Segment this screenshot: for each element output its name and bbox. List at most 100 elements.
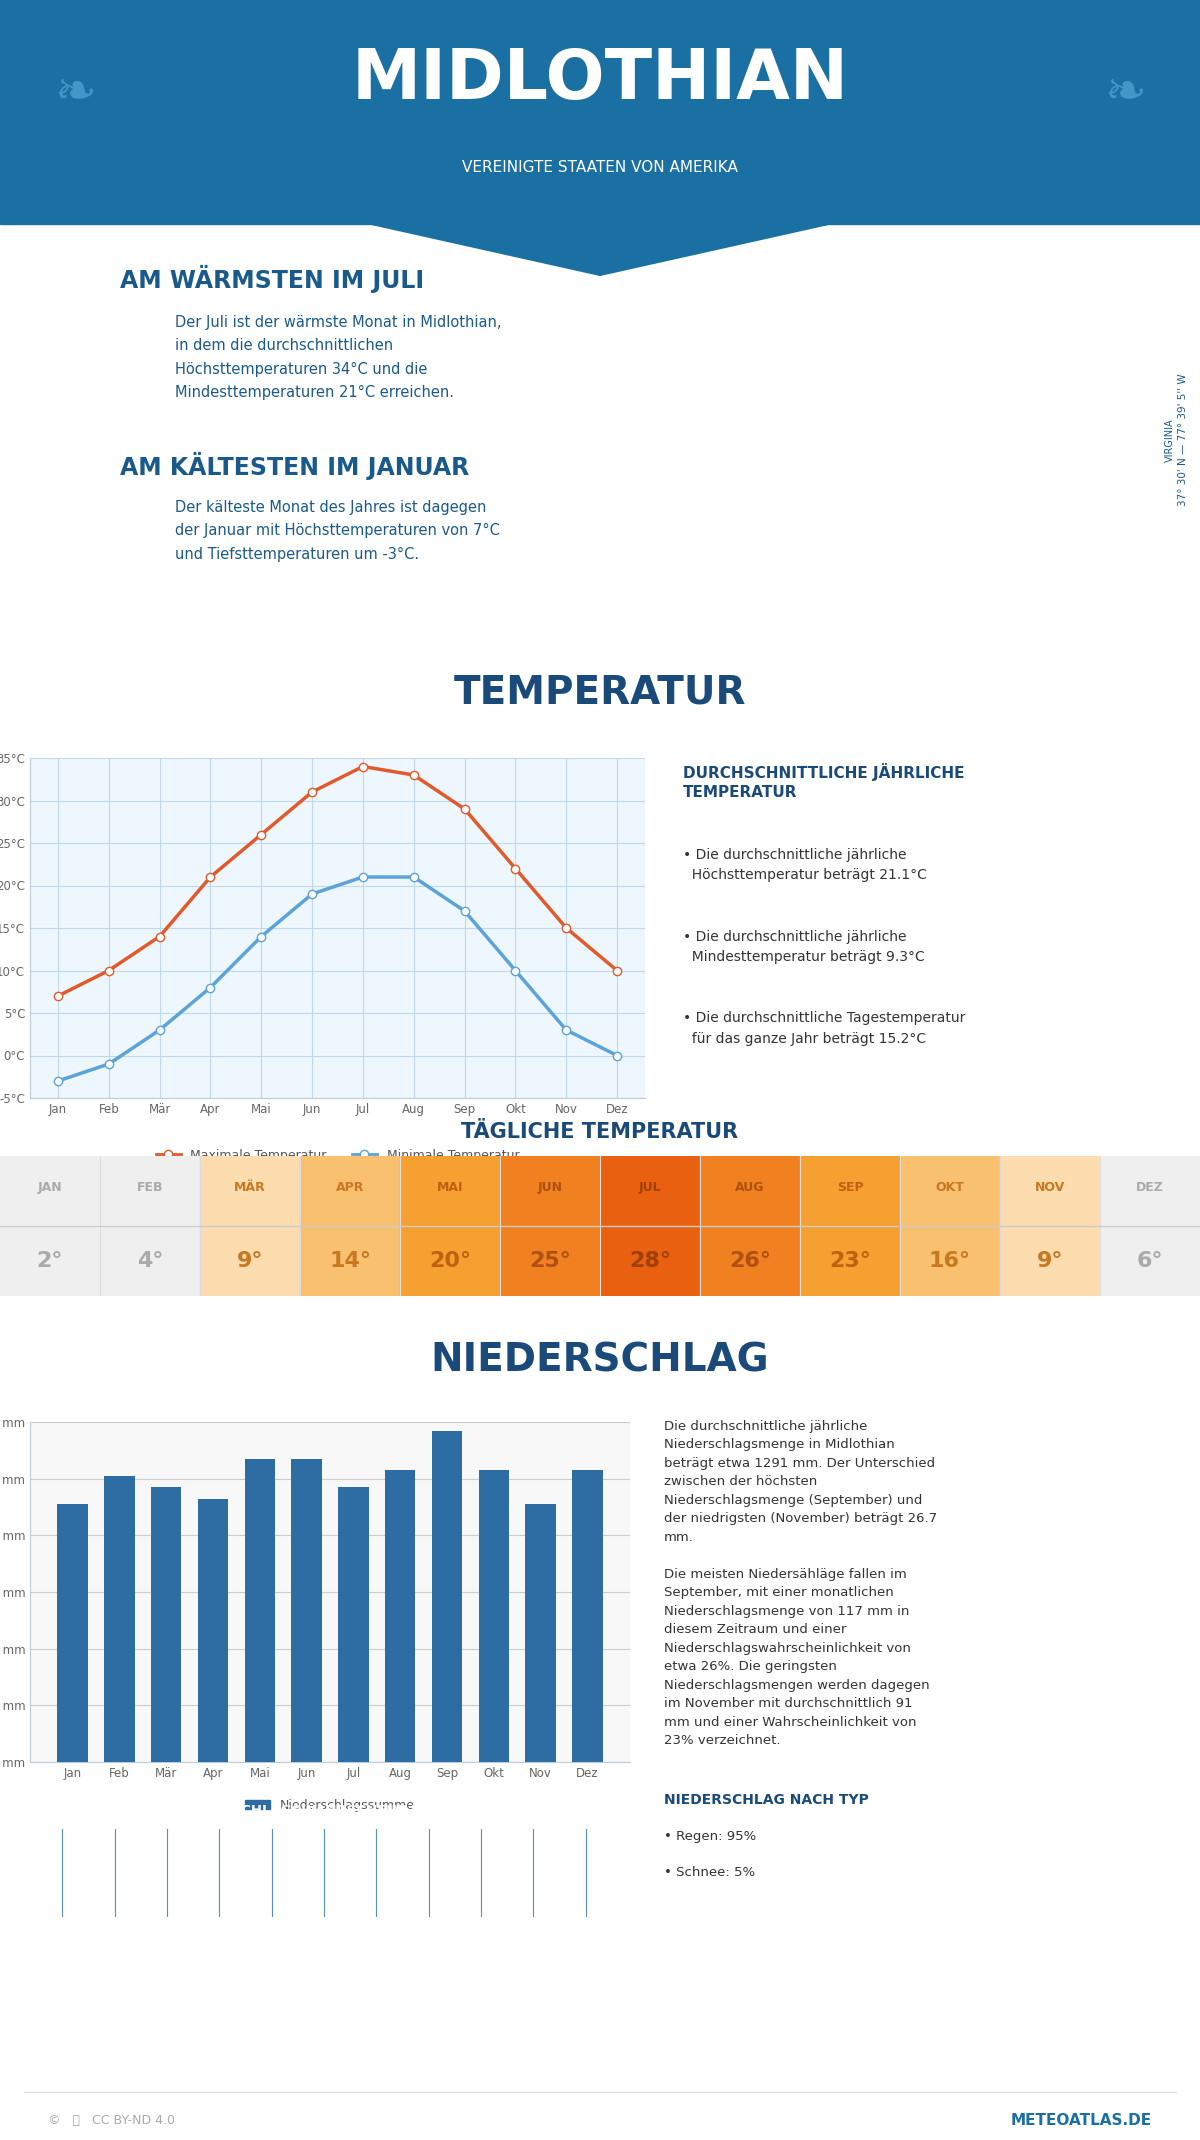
Bar	[100, 1156, 200, 1297]
Text: ☀: ☀	[44, 663, 100, 723]
Text: 16°: 16°	[929, 1252, 971, 1271]
Bar	[198, 1498, 228, 1761]
Bar	[292, 1459, 322, 1761]
Text: MIDLOTHIAN: MIDLOTHIAN	[352, 45, 848, 113]
Bar	[151, 1487, 181, 1761]
Text: JAN: JAN	[28, 1892, 46, 1902]
Bar	[1100, 1156, 1200, 1297]
Text: NOV: NOV	[548, 1892, 571, 1902]
Text: FEB: FEB	[79, 1892, 98, 1902]
Text: OKT: OKT	[936, 1181, 965, 1194]
Bar	[432, 1430, 462, 1761]
Text: NIEDERSCHLAG: NIEDERSCHLAG	[431, 1342, 769, 1380]
Text: NIEDERSCHLAG NACH TYP: NIEDERSCHLAG NACH TYP	[664, 1793, 869, 1806]
Bar	[800, 1156, 900, 1297]
Text: FEB: FEB	[137, 1181, 163, 1194]
Text: MAI: MAI	[236, 1892, 254, 1902]
Text: NIEDERSCHLAGSWAHRSCHEINLICHKEIT: NIEDERSCHLAGSWAHRSCHEINLICHKEIT	[178, 1804, 470, 1817]
Bar	[58, 1504, 88, 1761]
Bar	[500, 1156, 600, 1297]
Text: Der kälteste Monat des Jahres ist dagegen
der Januar mit Höchsttemperaturen von : Der kälteste Monat des Jahres ist dagege…	[175, 501, 500, 563]
Text: 2°: 2°	[37, 1252, 64, 1271]
Bar	[300, 1156, 400, 1297]
Bar	[200, 1156, 300, 1297]
Text: VEREINIGTE STAATEN VON AMERIKA: VEREINIGTE STAATEN VON AMERIKA	[462, 160, 738, 175]
Text: DEZ: DEZ	[1136, 1181, 1164, 1194]
Text: 23°: 23°	[829, 1252, 871, 1271]
Text: MÄR: MÄR	[234, 1181, 266, 1194]
Bar	[479, 1470, 509, 1761]
Text: 26%: 26%	[437, 1845, 473, 1860]
Text: 14°: 14°	[329, 1252, 371, 1271]
Bar	[338, 1487, 368, 1761]
Bar	[900, 1156, 1000, 1297]
Text: 9°: 9°	[236, 1252, 263, 1271]
Text: 23%: 23%	[541, 1845, 578, 1860]
Text: 24%: 24%	[488, 1845, 526, 1860]
Text: 26°: 26°	[730, 1252, 772, 1271]
Text: 4°: 4°	[137, 1252, 163, 1271]
Text: ❧: ❧	[54, 68, 96, 118]
Text: • Die durchschnittliche jährliche
  Mindesttemperatur beträgt 9.3°C: • Die durchschnittliche jährliche Mindes…	[683, 929, 925, 965]
Bar	[0, 1156, 100, 1297]
Bar	[572, 1470, 602, 1761]
Text: SEP: SEP	[836, 1181, 863, 1194]
Text: 37° 30' N — 77° 39' 5'' W: 37° 30' N — 77° 39' 5'' W	[1178, 374, 1188, 507]
Text: JUL: JUL	[638, 1181, 661, 1194]
Text: APR: APR	[182, 1892, 204, 1902]
Text: TEMPERATUR: TEMPERATUR	[454, 674, 746, 710]
Text: • Schnee: 5%: • Schnee: 5%	[664, 1866, 755, 1879]
Text: Der Juli ist der wärmste Monat in Midlothian,
in dem die durchschnittlichen
Höch: Der Juli ist der wärmste Monat in Midlot…	[175, 315, 502, 400]
Bar	[400, 1156, 500, 1297]
Text: TÄGLICHE TEMPERATUR: TÄGLICHE TEMPERATUR	[462, 1121, 738, 1143]
Text: JUN: JUN	[538, 1181, 563, 1194]
Bar	[245, 1459, 275, 1761]
Text: • Die durchschnittliche Tagestemperatur
  für das ganze Jahr beträgt 15.2°C: • Die durchschnittliche Tagestemperatur …	[683, 1012, 966, 1046]
Text: 20°: 20°	[428, 1252, 472, 1271]
Text: AUG: AUG	[736, 1181, 764, 1194]
Bar	[526, 1504, 556, 1761]
Text: 37%: 37%	[122, 1845, 160, 1860]
Bar	[385, 1470, 415, 1761]
Text: 9°: 9°	[1037, 1252, 1063, 1271]
Text: JUL: JUL	[342, 1892, 359, 1902]
Text: ©   ⓘ   CC BY-ND 4.0: © ⓘ CC BY-ND 4.0	[48, 2114, 175, 2127]
Text: 35%: 35%	[280, 1845, 316, 1860]
Text: 32%: 32%	[227, 1845, 264, 1860]
Text: • Regen: 95%: • Regen: 95%	[664, 1830, 756, 1843]
Text: AM KÄLTESTEN IM JANUAR: AM KÄLTESTEN IM JANUAR	[120, 452, 469, 479]
Text: 28%: 28%	[332, 1845, 368, 1860]
Polygon shape	[370, 225, 830, 276]
Text: ❧: ❧	[1104, 68, 1146, 118]
Text: 6°: 6°	[1136, 1252, 1163, 1271]
Text: Die durchschnittliche jährliche
Niederschlagsmenge in Midlothian
beträgt etwa 12: Die durchschnittliche jährliche Niedersc…	[664, 1419, 937, 1746]
Text: • Die durchschnittliche jährliche
  Höchsttemperatur beträgt 21.1°C: • Die durchschnittliche jährliche Höchst…	[683, 847, 928, 882]
Text: 28°: 28°	[629, 1252, 671, 1271]
Text: METEOATLAS.DE: METEOATLAS.DE	[1010, 2112, 1152, 2127]
Text: 29%: 29%	[18, 1845, 54, 1860]
Text: 25°: 25°	[529, 1252, 571, 1271]
Text: 30%: 30%	[594, 1845, 630, 1860]
Text: VIRGINIA: VIRGINIA	[1165, 417, 1175, 462]
Text: NOV: NOV	[1034, 1181, 1066, 1194]
Bar	[104, 1477, 134, 1761]
Bar	[600, 1156, 700, 1297]
Text: AM WÄRMSTEN IM JULI: AM WÄRMSTEN IM JULI	[120, 265, 424, 293]
Text: DEZ: DEZ	[601, 1892, 623, 1902]
Bar	[1000, 1156, 1100, 1297]
Text: AUG: AUG	[391, 1892, 414, 1902]
Bar	[700, 1156, 800, 1297]
Text: SEP: SEP	[445, 1892, 464, 1902]
Text: JAN: JAN	[37, 1181, 62, 1194]
Legend: Niederschlagssumme: Niederschlagssumme	[240, 1793, 420, 1817]
Legend: Maximale Temperatur, Minimale Temperatur: Maximale Temperatur, Minimale Temperatur	[150, 1143, 524, 1166]
Text: APR: APR	[336, 1181, 364, 1194]
Text: ☂: ☂	[44, 1331, 100, 1391]
Text: 36%: 36%	[70, 1845, 107, 1860]
Text: OKT: OKT	[497, 1892, 517, 1902]
Text: 34%: 34%	[175, 1845, 211, 1860]
Text: MAI: MAI	[437, 1181, 463, 1194]
Bar	[0, 0, 1200, 225]
Text: MÄR: MÄR	[130, 1892, 152, 1902]
Text: 26%: 26%	[384, 1845, 421, 1860]
